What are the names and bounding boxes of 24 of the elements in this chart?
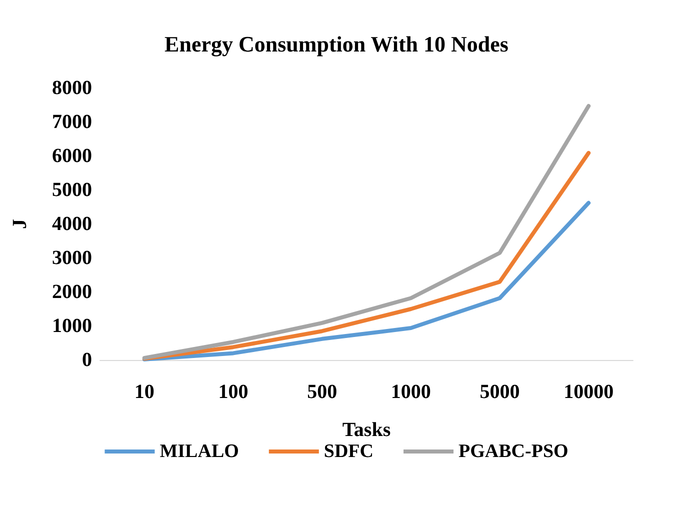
- y-tick-label: 8000: [52, 77, 92, 99]
- x-axis-title: Tasks: [342, 419, 391, 441]
- legend-label: PGABC-PSO: [458, 441, 568, 462]
- line-series: [142, 150, 591, 361]
- x-tick-label: 5000: [480, 381, 520, 403]
- y-tick-label: 1000: [52, 315, 92, 337]
- y-tick-label: 7000: [52, 111, 92, 133]
- line-series: [142, 200, 591, 362]
- x-tick-label: 1000: [390, 381, 431, 403]
- y-tick-label: 6000: [52, 145, 92, 167]
- x-tick-label: 100: [218, 381, 248, 403]
- y-tick-label: 0: [82, 349, 92, 371]
- x-tick-label: 10000: [564, 381, 614, 403]
- x-tick-label: 500: [307, 381, 338, 403]
- y-tick-label: 2000: [52, 281, 92, 303]
- y-tick-label: 3000: [52, 247, 92, 269]
- legend-label: MILALO: [160, 441, 239, 462]
- line-series: [142, 104, 591, 360]
- y-axis-title: J: [9, 219, 31, 229]
- x-tick-label: 10: [134, 381, 154, 403]
- chart-title: Energy Consumption With 10 Nodes: [164, 32, 509, 56]
- y-tick-label: 5000: [52, 179, 92, 201]
- y-tick-label: 4000: [52, 213, 92, 235]
- legend-label: SDFC: [324, 441, 374, 462]
